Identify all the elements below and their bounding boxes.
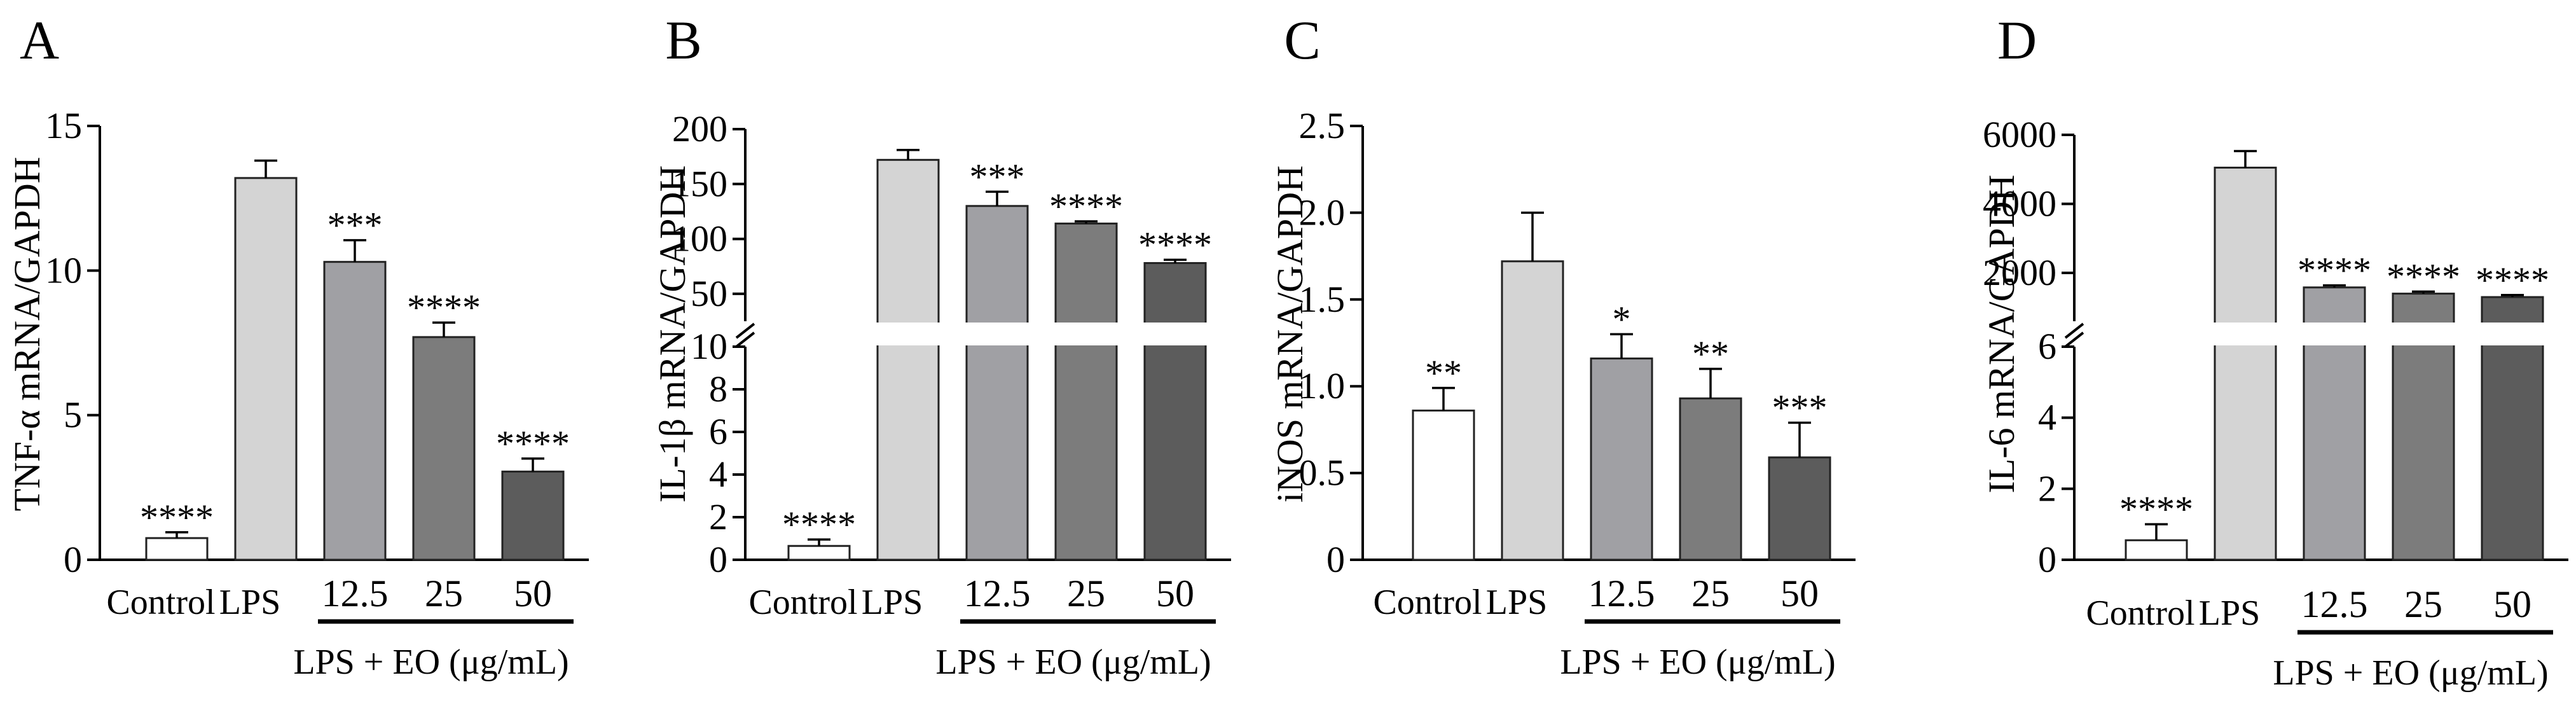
axis-break-band (874, 323, 1209, 345)
y-tick-label: 15 (45, 105, 82, 146)
x-category-label: 25 (2404, 583, 2442, 625)
bar (2125, 539, 2188, 561)
y-tick-label: 6 (709, 411, 727, 452)
axis-break-mark (735, 331, 755, 348)
x-category-label: 25 (425, 573, 463, 614)
bar (501, 470, 565, 561)
bar (1768, 456, 1831, 561)
y-tick-label: 1.0 (1299, 365, 1346, 406)
y-tick-label: 4000 (1983, 183, 2056, 225)
y-tick-label: 10 (691, 326, 727, 367)
bar (145, 537, 209, 561)
bar (1590, 357, 1653, 561)
y-tick-label: 10 (45, 249, 82, 291)
axis-break-mark (735, 323, 755, 339)
significance-stars: ** (1692, 333, 1729, 375)
significance-stars: **** (1049, 186, 1123, 227)
bar (787, 545, 851, 561)
y-axis-label: IL-6 mRNA/GAPDH (1981, 174, 2022, 493)
significance-stars: **** (2297, 250, 2371, 291)
x-category-label: LPS (1486, 583, 1548, 622)
significance-stars: **** (2476, 260, 2549, 301)
x-category-label: Control (106, 583, 215, 622)
y-tick-label: 0 (2038, 539, 2056, 580)
axis-break-mark (2064, 331, 2084, 348)
bar (876, 158, 940, 561)
x-category-label: Control (1373, 583, 1482, 622)
y-tick-label: 100 (672, 218, 727, 260)
y-tick-label: 2.5 (1299, 105, 1346, 146)
y-tick-label: 4 (2038, 397, 2056, 438)
x-group-label: LPS + EO (μg/mL) (293, 642, 568, 682)
x-category-label: Control (2086, 593, 2194, 633)
x-category-label: 12.5 (2301, 583, 2368, 625)
bar (1501, 260, 1564, 561)
y-tick-label: 0 (709, 539, 727, 580)
y-tick-label: 0.5 (1299, 452, 1346, 494)
y-tick-label: 4 (709, 454, 727, 495)
y-tick-label: 5 (64, 394, 82, 436)
bar (1143, 262, 1207, 561)
x-category-label: 12.5 (322, 573, 389, 614)
y-tick-label: 200 (672, 108, 727, 149)
x-category-label: 25 (1067, 573, 1105, 614)
x-category-label: 50 (1780, 573, 1819, 614)
x-category-label: Control (748, 583, 857, 622)
x-category-label: 12.5 (1588, 573, 1655, 614)
x-group-label: LPS + EO (μg/mL) (935, 642, 1211, 682)
y-tick-label: 1.5 (1299, 279, 1346, 320)
x-category-label: 50 (1156, 573, 1194, 614)
bar (965, 205, 1029, 561)
y-tick-label: 2.0 (1299, 191, 1346, 233)
x-category-label: 25 (1691, 573, 1730, 614)
y-tick-label: 2 (2038, 468, 2056, 509)
y-axis-label: TNF-α mRNA/GAPDH (6, 156, 48, 511)
x-group-label: LPS + EO (μg/mL) (1560, 642, 1835, 682)
bar (323, 261, 387, 561)
y-tick-label: 2 (709, 496, 727, 538)
axis-break-mark (2064, 323, 2084, 339)
y-tick-label: 0 (64, 539, 82, 580)
y-tick-label: 0 (1326, 539, 1345, 580)
y-tick-label: 50 (691, 273, 727, 314)
x-category-label: LPS (219, 583, 281, 622)
y-tick-label: 6 (2038, 326, 2056, 367)
significance-stars: **** (2387, 256, 2460, 297)
significance-stars: **** (1138, 224, 1212, 265)
panel-letter: C (1284, 10, 1320, 71)
significance-stars: **** (140, 497, 214, 538)
x-category-label: LPS (862, 583, 923, 622)
y-tick-label: 6000 (1983, 114, 2056, 155)
panel-letter: B (665, 10, 701, 71)
bar (1679, 397, 1742, 561)
y-tick-label: 8 (709, 368, 727, 410)
bar (1412, 409, 1475, 561)
significance-stars: ** (1425, 352, 1462, 394)
panel-letter: A (20, 10, 59, 71)
y-tick-label: 150 (672, 163, 727, 204)
significance-stars: *** (970, 156, 1025, 197)
significance-stars: * (1613, 298, 1631, 340)
significance-stars: **** (782, 504, 856, 545)
axis-break-band (2211, 323, 2547, 345)
bar (412, 336, 476, 561)
x-category-label: 50 (2493, 583, 2531, 625)
significance-stars: **** (496, 423, 570, 464)
bar (2214, 167, 2277, 561)
x-group-label: LPS + EO (μg/mL) (2273, 653, 2548, 693)
x-category-label: 50 (514, 573, 552, 614)
significance-stars: **** (2119, 489, 2193, 530)
y-axis-label: iNOS mRNA/GAPDH (1269, 165, 1311, 503)
panel-letter: D (1997, 10, 2037, 71)
bar (234, 177, 298, 561)
significance-stars: **** (407, 287, 481, 328)
significance-stars: *** (327, 205, 383, 246)
y-tick-label: 2000 (1983, 252, 2056, 293)
y-axis-label: IL-1β mRNA/GAPDH (652, 165, 693, 503)
x-category-label: LPS (2199, 593, 2261, 633)
x-category-label: 12.5 (964, 573, 1031, 614)
significance-stars: *** (1772, 387, 1828, 428)
bar (1054, 222, 1118, 561)
